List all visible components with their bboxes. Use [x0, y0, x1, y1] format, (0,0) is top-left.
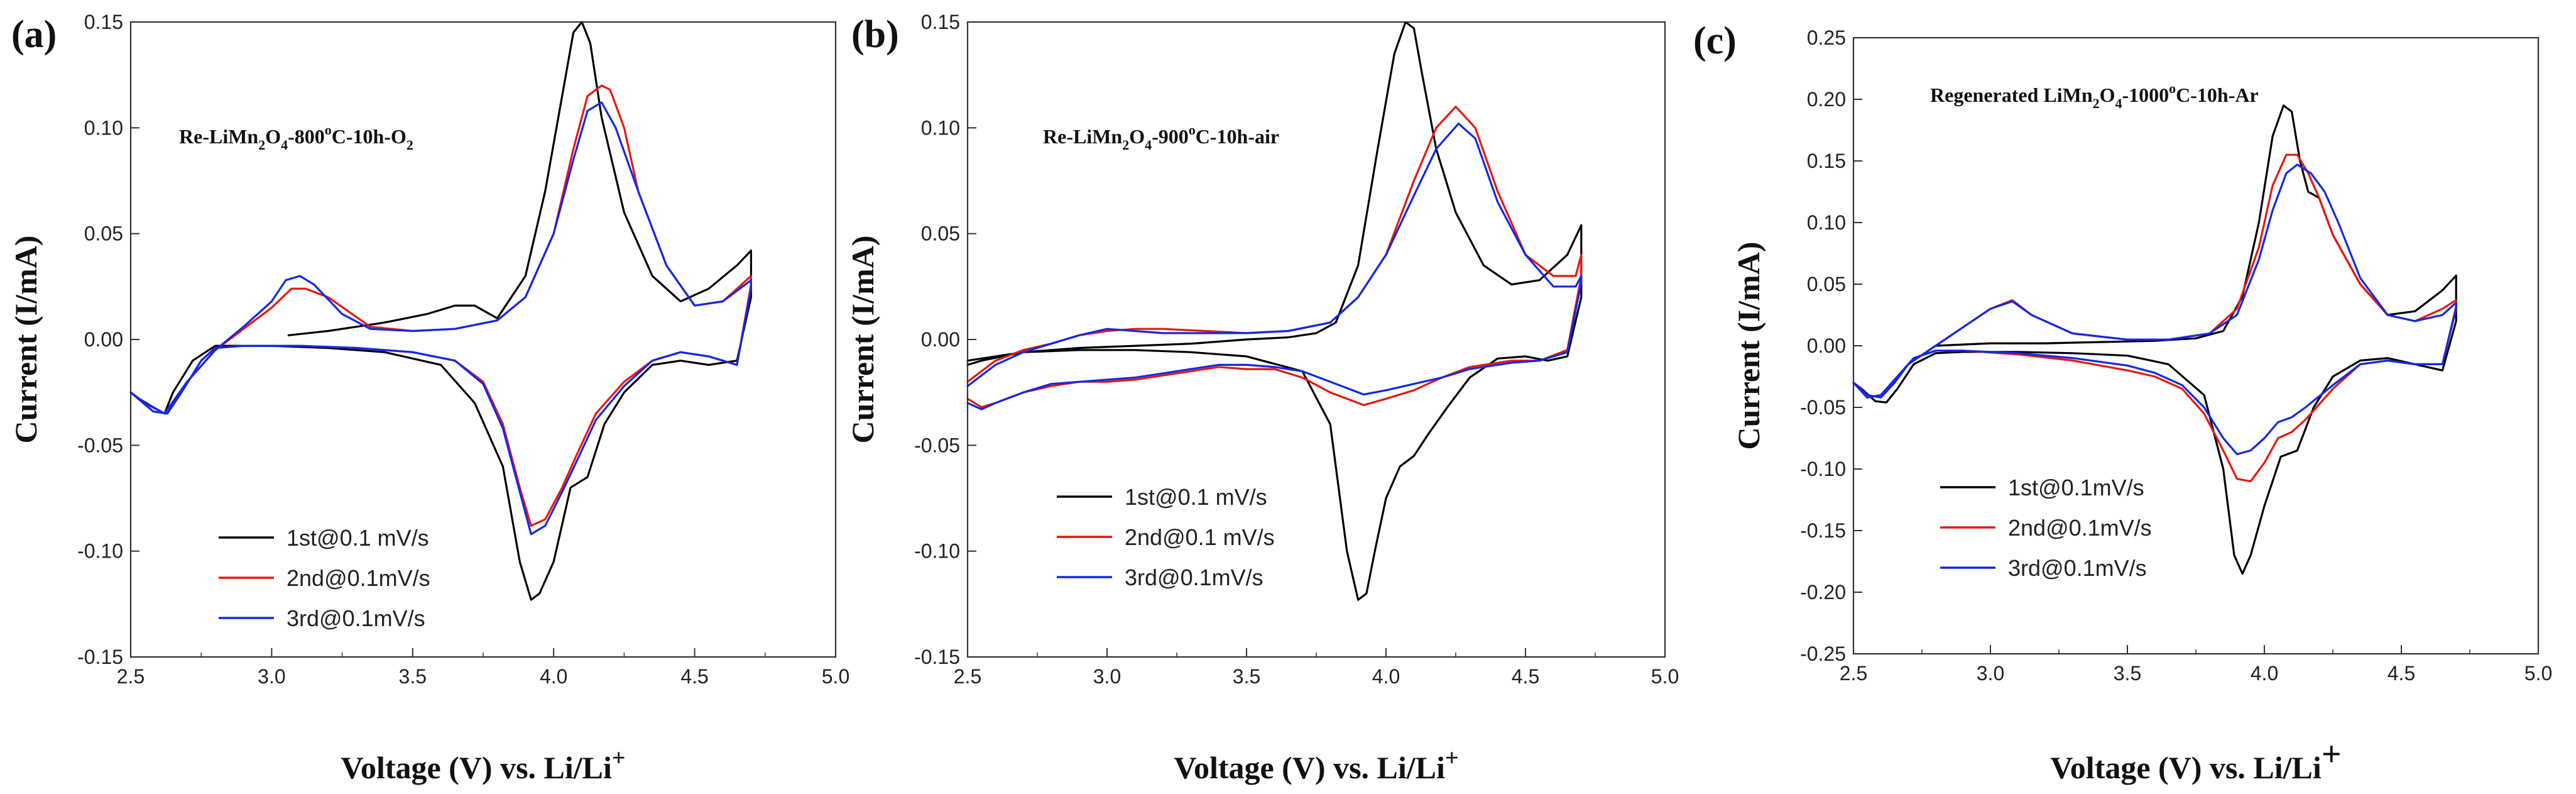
- y-tick-label: 0.00: [1807, 334, 1846, 357]
- x-tick-label: 3.5: [399, 665, 427, 688]
- y-tick-label: -0.10: [914, 540, 960, 563]
- y-axis-title: Current (I/mA): [8, 236, 43, 444]
- x-tick-label: 4.5: [680, 665, 708, 688]
- series-line-3: [1852, 163, 2457, 456]
- legend: 1st@0.1 mV/s 2nd@0.1mV/s 3rd@0.1mV/s: [219, 525, 430, 631]
- x-tick-label: 2.5: [1840, 662, 1867, 685]
- plot-frame: [129, 21, 837, 658]
- y-tick-label: -0.25: [1800, 642, 1846, 665]
- chart-panel-1: 2.5 3.0 3.5 4.0 4.5 5.0 -0.15 -0.10 -0.05 0.00 0.0…: [8, 11, 849, 785]
- plot-frame: [966, 21, 1666, 658]
- y-tick-label: -0.15: [77, 646, 123, 668]
- legend-label: 1st@0.1mV/s: [2008, 475, 2144, 500]
- x-tick-label: 5.0: [2524, 662, 2552, 685]
- x-tick-label: 3.0: [1977, 662, 2004, 685]
- series-line-1: [129, 21, 752, 601]
- x-tick-label: 4.0: [1372, 665, 1400, 688]
- x-tick-label: 5.0: [1651, 665, 1679, 688]
- x-tick-label: 4.5: [2388, 662, 2415, 685]
- y-tick-label: 0.05: [1807, 273, 1846, 295]
- y-tick-label: 0.15: [921, 11, 960, 33]
- panel-label: (c): [1693, 19, 1737, 62]
- y-axis-title: Current (I/mA): [845, 236, 880, 444]
- y-tick-label: 0.00: [921, 328, 960, 351]
- y-axis-title: Current (I/mA): [1731, 242, 1766, 450]
- y-tick-label: 0.20: [1807, 88, 1846, 111]
- x-tick-label: 3.5: [2114, 662, 2141, 685]
- series-line-3: [966, 123, 1583, 411]
- x-tick-label: 3.0: [1093, 665, 1121, 688]
- x-tick-label: 5.0: [822, 665, 849, 688]
- y-tick-label: 0.10: [84, 116, 123, 139]
- x-tick-label: 3.5: [1233, 665, 1260, 688]
- y-tick-label: 0.05: [84, 223, 123, 245]
- series-line-3: [129, 101, 752, 536]
- series-line-1: [966, 21, 1583, 601]
- y-tick-label: -0.10: [77, 540, 123, 563]
- legend: 1st@0.1mV/s 2nd@0.1mV/s 3rd@0.1mV/s: [1940, 475, 2152, 581]
- legend: 1st@0.1 mV/s 2nd@0.1 mV/s 3rd@0.1mV/s: [1057, 484, 1275, 590]
- chart-panel-3: 2.5 3.0 3.5 4.0 4.5 5.0 -0.25 -0.20 -0.15 -0.10 -0…: [1693, 19, 2552, 785]
- legend-label: 3rd@0.1mV/s: [2008, 555, 2147, 581]
- series-line-2: [1852, 153, 2457, 483]
- x-axis-title: Voltage (V) vs. Li/Li+: [341, 745, 625, 785]
- y-tick-label: -0.05: [77, 434, 123, 456]
- legend-label: 1st@0.1 mV/s: [1125, 484, 1267, 510]
- legend-label: 2nd@0.1 mV/s: [1125, 524, 1275, 550]
- y-tick-label: -0.10: [1800, 458, 1846, 480]
- x-axis-title: Voltage (V) vs. Li/Li+: [1174, 745, 1458, 785]
- series-line-2: [129, 84, 752, 527]
- x-tick-label: 4.5: [1512, 665, 1539, 688]
- series-line-2: [966, 106, 1583, 409]
- y-tick-label: 0.10: [921, 116, 960, 139]
- y-tick-label: -0.20: [1800, 581, 1846, 604]
- panel-label: (a): [11, 13, 57, 56]
- y-tick-label: -0.05: [914, 434, 960, 456]
- x-tick-label: 2.5: [117, 665, 145, 688]
- y-tick-label: 0.15: [1807, 150, 1846, 172]
- y-tick-label: 0.10: [1807, 211, 1846, 234]
- legend-label: 3rd@0.1mV/s: [1125, 565, 1263, 590]
- sample-annotation: Re-LiMn2O4-900oC-10h-air: [1043, 122, 1279, 153]
- legend-label: 3rd@0.1mV/s: [287, 605, 425, 631]
- x-tick-label: 4.0: [540, 665, 567, 688]
- y-tick-label: 0.15: [84, 11, 123, 33]
- x-tick-label: 4.0: [2251, 662, 2278, 685]
- x-tick-label: 3.0: [258, 665, 285, 688]
- y-tick-label: 0.25: [1807, 26, 1846, 49]
- x-tick-label: 2.5: [954, 665, 981, 688]
- y-tick-label: 0.00: [84, 328, 123, 351]
- y-tick-label: -0.15: [1800, 519, 1846, 542]
- legend-label: 1st@0.1 mV/s: [287, 525, 429, 551]
- legend-label: 2nd@0.1mV/s: [2008, 515, 2152, 541]
- y-tick-label: 0.05: [921, 223, 960, 245]
- panel-label: (b): [851, 13, 899, 56]
- sample-annotation: Regenerated LiMn2O4-1000oC-10h-Ar: [1930, 80, 2259, 111]
- x-axis-title: Voltage (V) vs. Li/Li+: [2050, 735, 2341, 785]
- chart-panel-2: 2.5 3.0 3.5 4.0 4.5 5.0 -0.15 -0.10 -0.05 0.00 0.0…: [845, 11, 1679, 785]
- y-tick-label: -0.05: [1800, 396, 1846, 419]
- sample-annotation: Re-LiMn2O4-800oC-10h-O2: [179, 122, 413, 153]
- legend-label: 2nd@0.1mV/s: [287, 565, 430, 591]
- y-tick-label: -0.15: [914, 646, 960, 668]
